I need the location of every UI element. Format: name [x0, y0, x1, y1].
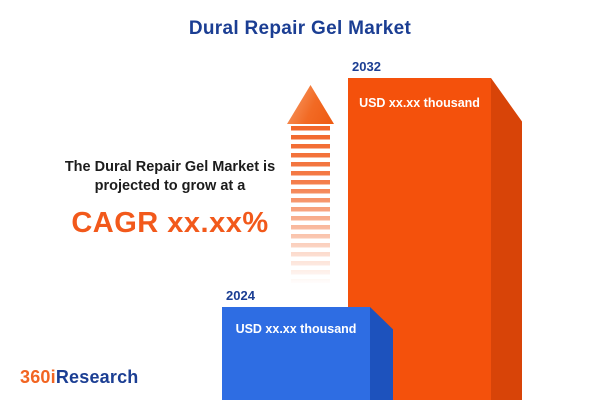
description-line-1: The Dural Repair Gel Market is [64, 159, 276, 175]
bar-2024-front-face [222, 307, 370, 400]
brand-logo-part2: Research [55, 367, 139, 387]
year-label-2032: 2032 [352, 59, 381, 74]
description-line-2: projected to grow at a [94, 178, 246, 195]
bar-value-2024: USD xx.xx thousand [235, 322, 357, 336]
market-description: The Dural Repair Gel Market is projected… [28, 158, 312, 240]
brand-logo: 360iResearch [20, 367, 139, 388]
cagr-text: CAGR xx.xx% [71, 207, 269, 240]
page-title: Dural Repair Gel Market [188, 18, 412, 39]
brand-logo-part1: 360i [20, 367, 56, 387]
bar-value-2032: USD xx.xx thousand [359, 96, 480, 110]
arrow-head-icon [287, 85, 334, 124]
bar-2032-side-face [491, 78, 522, 400]
arrow-fade-overlay [289, 126, 332, 285]
bar-2024-side-face [370, 307, 393, 400]
year-label-2024: 2024 [226, 288, 255, 303]
growth-arrow [287, 85, 334, 285]
